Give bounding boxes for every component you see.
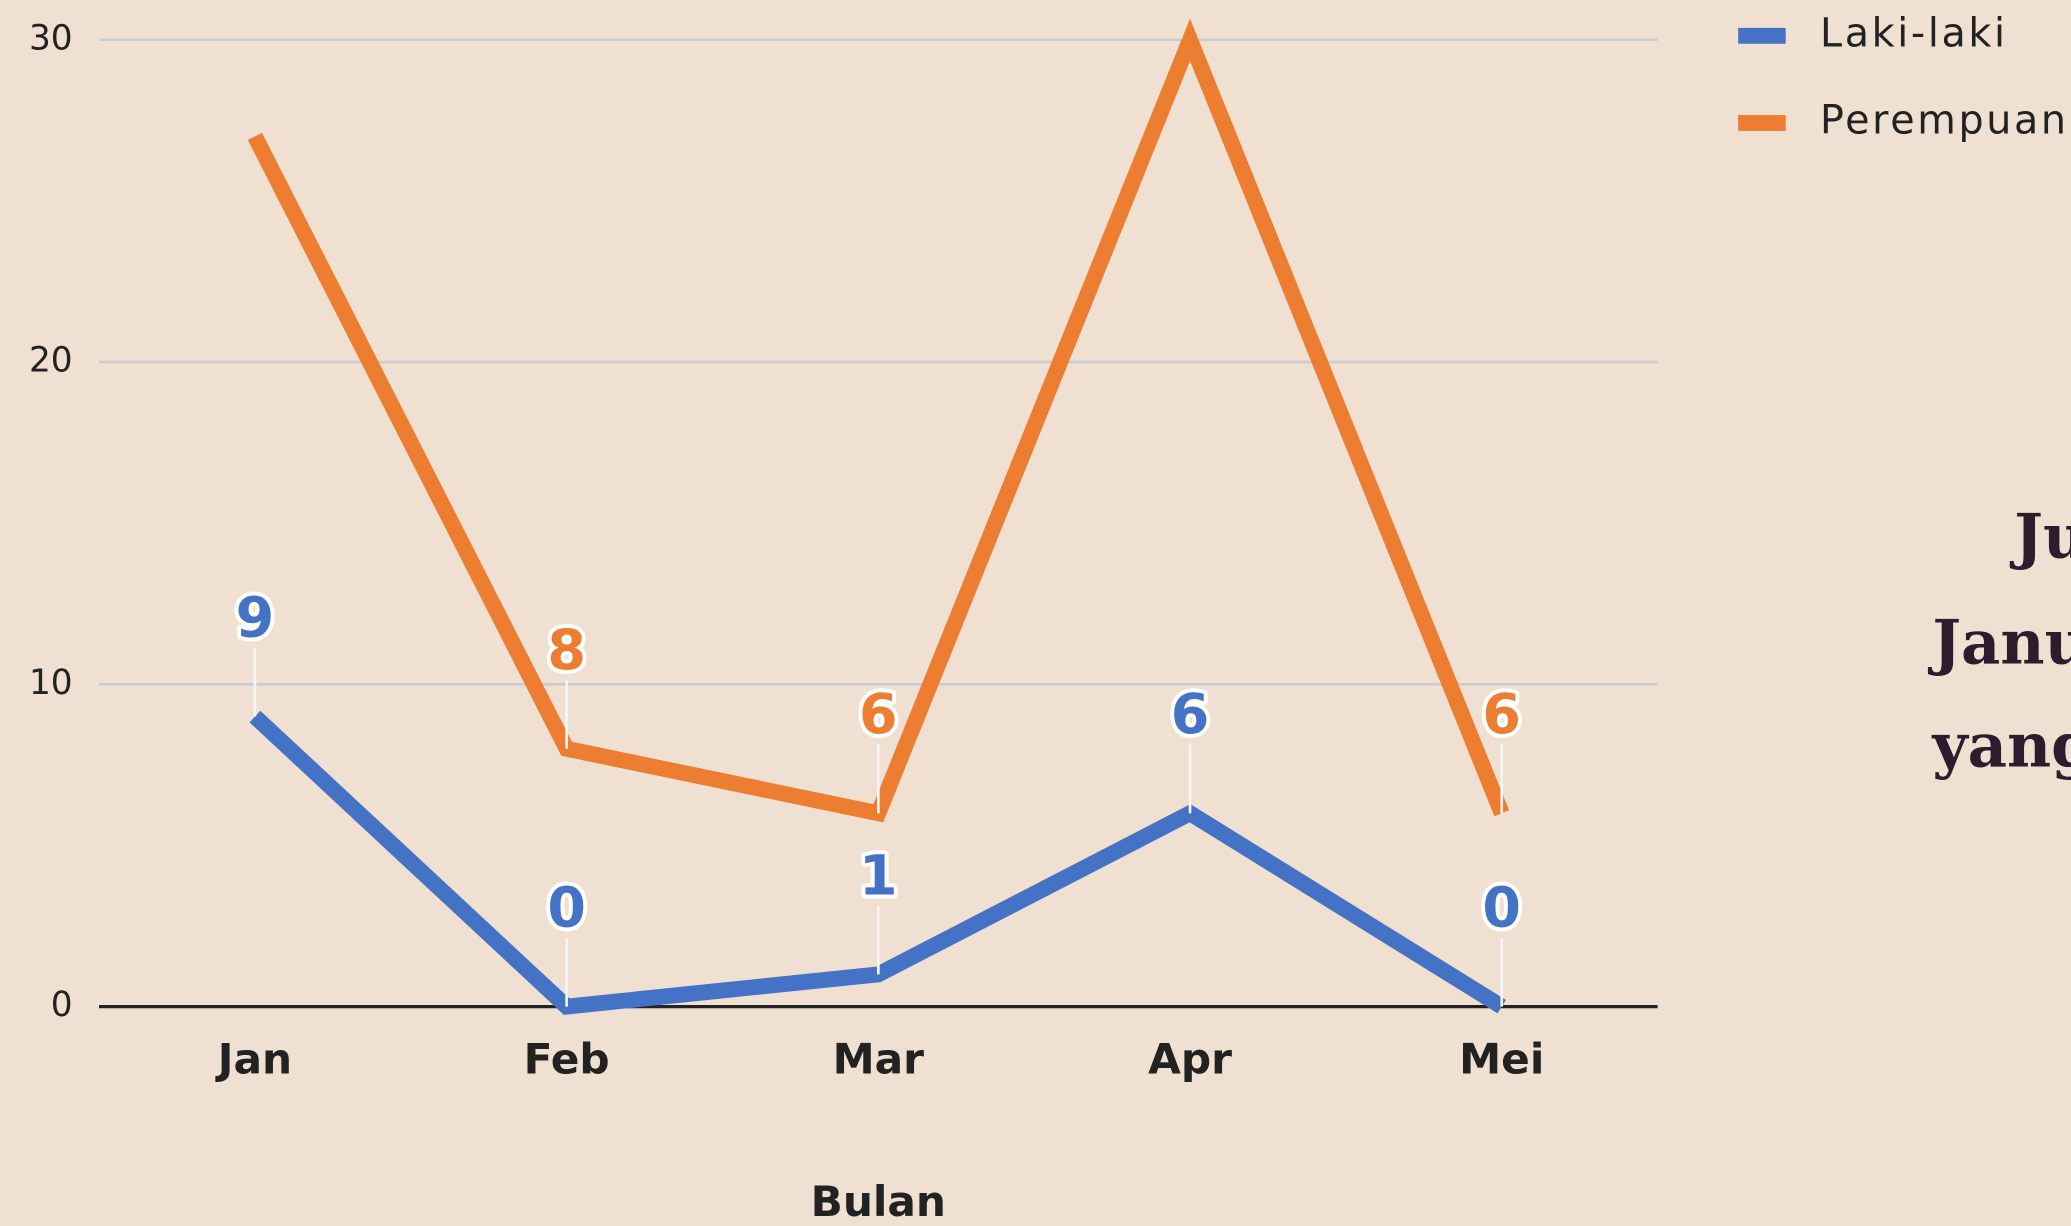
data-label: 0 bbox=[547, 877, 586, 941]
annotation: Ju bbox=[2009, 502, 2071, 573]
x-tick-label: Feb bbox=[524, 1035, 610, 1084]
x-tick-label: Mar bbox=[833, 1035, 925, 1084]
y-tick-label: 10 bbox=[29, 663, 73, 703]
legend-label: Laki-laki bbox=[1820, 10, 2008, 56]
data-label: 6 bbox=[1482, 683, 1521, 747]
data-label: 6 bbox=[859, 683, 898, 747]
annotation: Janu bbox=[1927, 607, 2071, 678]
y-tick-label: 30 bbox=[29, 18, 73, 58]
annotation: yang bbox=[1931, 710, 2071, 781]
legend-label: Perempuan bbox=[1820, 97, 2069, 143]
y-tick-label: 0 bbox=[51, 985, 73, 1025]
data-label: 9 bbox=[236, 587, 275, 651]
x-tick-label: Jan bbox=[215, 1035, 292, 1084]
data-label: 8 bbox=[547, 619, 586, 683]
legend-swatch bbox=[1738, 115, 1786, 131]
x-tick-label: Mei bbox=[1459, 1035, 1544, 1084]
data-label: 1 bbox=[859, 844, 898, 908]
x-axis-label: Bulan bbox=[811, 1177, 946, 1226]
data-label: 0 bbox=[1482, 877, 1521, 941]
x-tick-label: Apr bbox=[1148, 1035, 1232, 1084]
legend-swatch bbox=[1738, 27, 1786, 44]
y-tick-label: 20 bbox=[29, 341, 73, 381]
data-label: 6 bbox=[1171, 683, 1210, 747]
